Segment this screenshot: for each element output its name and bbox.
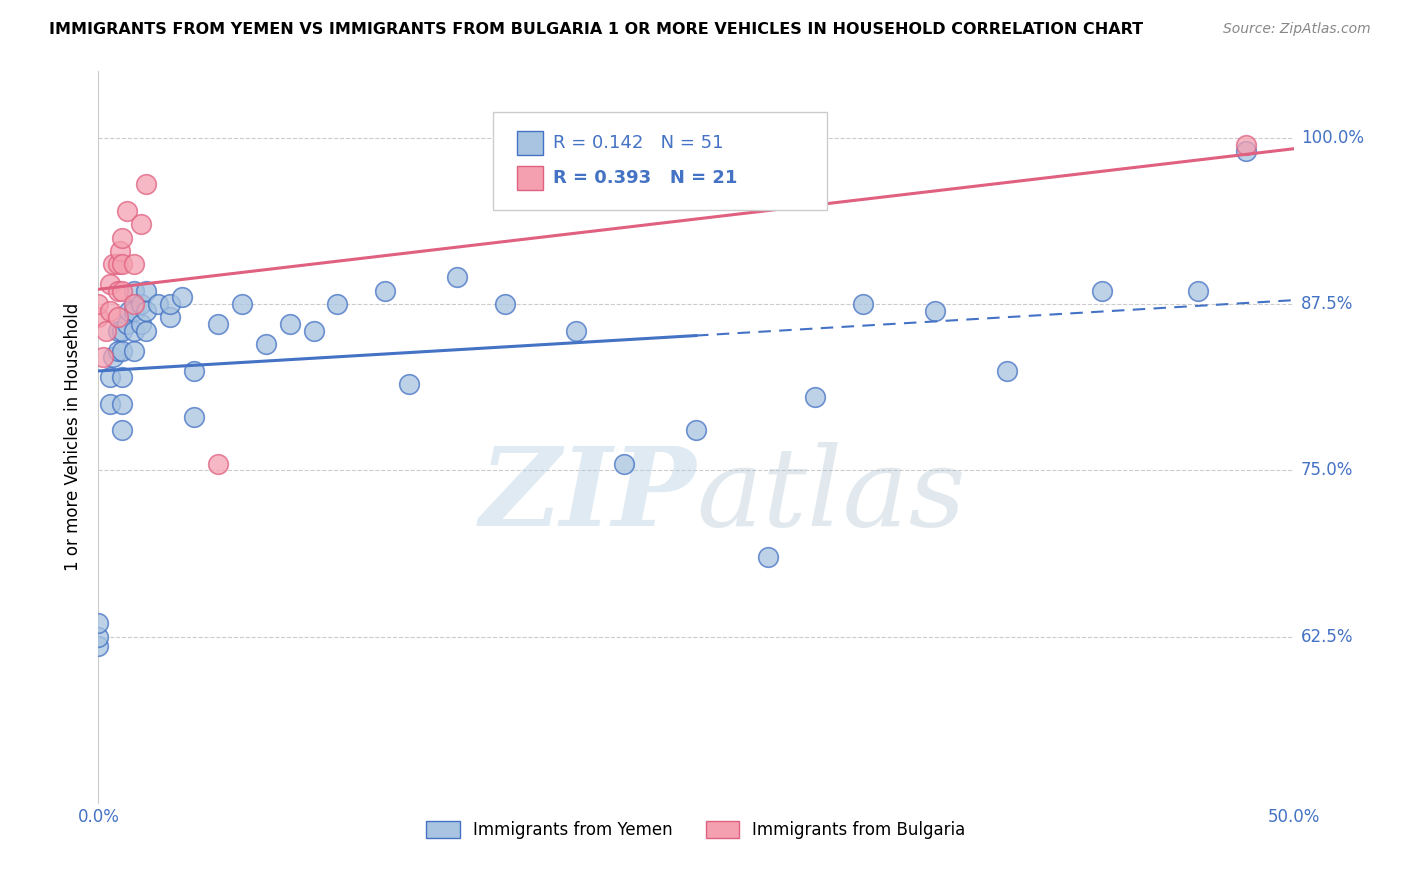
Point (613, 457, 636, 471)
Y-axis label: 1 or more Vehicles in Household: 1 or more Vehicles in Household (65, 303, 83, 571)
Legend: Immigrants from Yemen, Immigrants from Bulgaria: Immigrants from Yemen, Immigrants from B… (419, 814, 973, 846)
Text: 62.5%: 62.5% (1301, 628, 1353, 646)
Point (107, 257, 129, 271)
Text: Source: ZipAtlas.com: Source: ZipAtlas.com (1223, 22, 1371, 37)
Point (685, 424, 707, 438)
Point (111, 397, 134, 411)
Point (148, 297, 170, 311)
Point (254, 337, 277, 351)
Point (124, 324, 146, 338)
Point (183, 363, 205, 377)
Point (87, 616, 110, 631)
Point (98, 370, 122, 384)
Point (111, 424, 134, 438)
Point (302, 324, 325, 338)
FancyBboxPatch shape (517, 131, 543, 155)
Point (131, 217, 153, 231)
Point (326, 297, 349, 311)
Point (207, 457, 229, 471)
Point (101, 351, 124, 365)
Point (446, 270, 468, 285)
Point (135, 284, 157, 298)
Point (131, 317, 153, 331)
Point (107, 310, 129, 325)
Point (107, 284, 129, 298)
Point (87, 310, 110, 325)
Text: ZIP: ZIP (479, 442, 696, 549)
Point (494, 297, 516, 311)
Text: atlas: atlas (696, 442, 966, 549)
Point (107, 343, 129, 358)
Point (183, 410, 205, 425)
Point (756, 549, 779, 564)
Point (124, 284, 146, 298)
Point (107, 324, 129, 338)
Point (98, 397, 122, 411)
Point (115, 204, 138, 219)
Point (374, 284, 396, 298)
Point (118, 303, 141, 318)
Point (111, 343, 134, 358)
Point (124, 303, 146, 318)
Text: R = 0.142   N = 51: R = 0.142 N = 51 (553, 135, 723, 153)
Point (87, 630, 110, 644)
Point (398, 376, 420, 391)
Point (98, 303, 122, 318)
Point (135, 303, 157, 318)
Point (124, 343, 146, 358)
Point (101, 257, 124, 271)
Point (91, 351, 114, 365)
Point (565, 324, 588, 338)
Point (111, 230, 134, 244)
Point (111, 324, 134, 338)
Point (1234, 144, 1257, 158)
Text: IMMIGRANTS FROM YEMEN VS IMMIGRANTS FROM BULGARIA 1 OR MORE VEHICLES IN HOUSEHOL: IMMIGRANTS FROM YEMEN VS IMMIGRANTS FROM… (49, 22, 1143, 37)
Text: 87.5%: 87.5% (1301, 295, 1353, 313)
Point (111, 257, 134, 271)
Point (94, 324, 117, 338)
Text: 100.0%: 100.0% (1301, 128, 1364, 147)
Point (115, 317, 138, 331)
Point (159, 310, 181, 325)
Point (804, 390, 827, 404)
Point (111, 370, 134, 384)
Point (1091, 284, 1114, 298)
Point (135, 178, 157, 192)
Point (231, 297, 253, 311)
Point (852, 297, 875, 311)
Point (111, 284, 134, 298)
FancyBboxPatch shape (517, 166, 543, 190)
Point (159, 297, 181, 311)
Text: R = 0.393   N = 21: R = 0.393 N = 21 (553, 169, 737, 186)
Point (98, 277, 122, 292)
Point (995, 363, 1018, 377)
Point (172, 290, 194, 304)
Point (87, 639, 110, 653)
Point (87, 297, 110, 311)
Point (135, 324, 157, 338)
FancyBboxPatch shape (494, 112, 828, 211)
Text: 75.0%: 75.0% (1301, 461, 1353, 479)
Point (108, 244, 131, 258)
Point (131, 297, 153, 311)
Point (207, 317, 229, 331)
Point (124, 257, 146, 271)
Point (1187, 284, 1209, 298)
Point (124, 297, 146, 311)
Point (1234, 137, 1257, 152)
Point (278, 317, 301, 331)
Point (924, 303, 946, 318)
